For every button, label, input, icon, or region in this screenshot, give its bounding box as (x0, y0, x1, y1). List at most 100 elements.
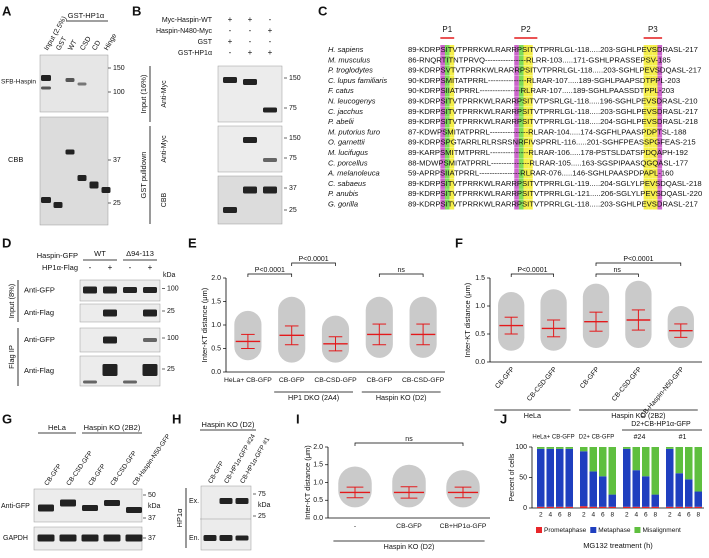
panel-label: J (500, 411, 507, 426)
condition-mark: - (129, 263, 132, 272)
motif-highlight (440, 65, 445, 76)
band (103, 534, 121, 542)
motif-highlight (444, 178, 450, 189)
x-tick-label: 6 (558, 512, 562, 519)
bar-segment (537, 447, 545, 449)
bar-segment (685, 479, 693, 507)
motif-highlight (444, 45, 450, 55)
bracket (510, 273, 554, 277)
motif-highlight (657, 148, 663, 158)
motif-highlight (518, 55, 524, 66)
motif-highlight (440, 55, 445, 66)
motif-highlight (528, 106, 533, 117)
motif-highlight (440, 96, 445, 107)
motif-highlight (648, 117, 653, 128)
mw-unit: kDa (148, 503, 161, 510)
band (60, 499, 76, 507)
motif-highlight (528, 178, 533, 189)
x-tick-label: CB-GFP (579, 366, 601, 391)
mw-label: 75 (289, 105, 297, 112)
motif-highlight (648, 65, 653, 76)
condition-mark: - (249, 37, 252, 46)
x-tick-label: CB-CSD-GFP (526, 366, 559, 403)
y-tick-label: 0.5 (211, 345, 221, 352)
x-tick-label: CB+HP1α-GFP (440, 523, 487, 530)
annotation: P<0.0001 (299, 256, 329, 263)
band (38, 504, 54, 512)
sequence: 89-KDRPSITVTPRRKWLRARRPSITVTPSRLGL-118..… (408, 97, 698, 106)
motif-highlight (657, 189, 663, 200)
band (37, 534, 55, 542)
panel-label: E (188, 235, 197, 250)
motif-highlight (657, 106, 663, 117)
motif-highlight (518, 45, 524, 55)
band (243, 186, 257, 194)
panel-label: C (318, 3, 328, 18)
motif-highlight (518, 106, 524, 117)
motif-highlight (444, 199, 450, 210)
motif-highlight (440, 137, 445, 148)
motif-highlight (657, 127, 663, 138)
motif-highlight (444, 86, 450, 97)
y-tick-label: 2.0 (211, 275, 221, 282)
band (203, 535, 217, 541)
motif-highlight (444, 106, 450, 117)
band (65, 149, 75, 155)
motif-highlight (514, 199, 519, 210)
bar-segment (599, 447, 607, 477)
motif-highlight (648, 86, 653, 97)
mw-label: 37 (289, 185, 297, 192)
band (243, 137, 257, 143)
mw-label: 37 (148, 535, 156, 542)
band (104, 500, 120, 506)
condition-label: Haspin-GFP (37, 251, 78, 260)
mw-unit: kDa (258, 502, 271, 509)
row-label: CBB (8, 155, 23, 164)
mw-label: 75 (289, 155, 297, 162)
motif-highlight (518, 189, 524, 200)
bar-segment (599, 476, 607, 507)
motif-highlight (440, 178, 445, 189)
motif-highlight (528, 158, 533, 169)
motif-highlight (449, 96, 455, 107)
sequence: 89-KDRPSITVTPRRKWLRARRPSITVTPRRLGL-121..… (408, 189, 702, 198)
axis-title: MG132 treatment (h) (583, 541, 653, 550)
bar-segment (599, 506, 607, 508)
motif-highlight (518, 178, 524, 189)
x-tick-label: 4 (548, 512, 552, 519)
group-label: #1 (679, 434, 687, 441)
bar-segment (580, 447, 588, 452)
motif-highlight (652, 86, 658, 97)
motif-highlight (528, 45, 533, 55)
motif-highlight (528, 117, 533, 128)
species-name: P. anubis (328, 189, 359, 198)
motif-highlight (528, 86, 533, 97)
motif-highlight (648, 75, 653, 86)
band (102, 364, 118, 376)
bar-segment (608, 506, 616, 508)
motif-highlight (444, 137, 450, 148)
band (103, 286, 117, 294)
bar-segment (694, 491, 702, 507)
motif-highlight (648, 148, 653, 158)
x-tick-label: 6 (601, 512, 605, 519)
group-label: HeLa (48, 423, 67, 432)
x-tick-label: 8 (567, 512, 571, 519)
band (59, 534, 77, 542)
band (235, 498, 249, 504)
bar-segment (685, 447, 693, 480)
motif-highlight (657, 75, 663, 86)
x-tick-label: 4 (677, 512, 681, 519)
motif-highlight (648, 96, 653, 107)
motif-highlight (518, 75, 524, 86)
motif-highlight (523, 178, 529, 189)
x-tick-label: CB-GFP (396, 523, 422, 530)
band (77, 175, 87, 181)
bar-segment (651, 494, 659, 507)
motif-highlight (514, 148, 519, 158)
band (263, 158, 277, 162)
mw-label: 150 (289, 75, 301, 82)
motif-highlight (444, 168, 450, 179)
bar-segment (556, 506, 564, 508)
